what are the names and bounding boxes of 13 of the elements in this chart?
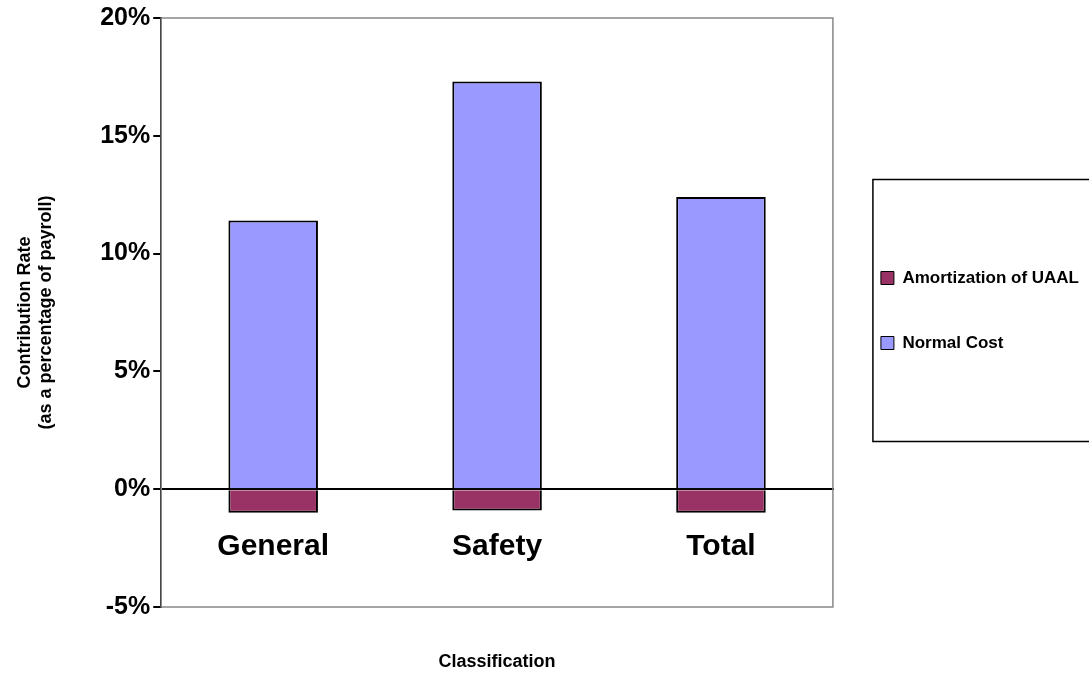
y-tick-label: 20%: [100, 1, 151, 30]
y-tick-label: 5%: [114, 355, 151, 384]
y-axis-title: Contribution Rate (as a percentage of payroll): [13, 195, 56, 430]
x-axis-title: Classification: [438, 650, 556, 671]
x-tick-label: Total: [686, 528, 756, 562]
y-tick-label: 15%: [100, 119, 151, 148]
y-tick-label: -5%: [105, 590, 151, 619]
x-tick-label: General: [217, 528, 330, 562]
x-tick-label: Safety: [452, 528, 543, 562]
legend-label: Normal Cost: [902, 332, 1004, 352]
legend-label: Amortization of UAAL: [902, 267, 1079, 287]
y-tick-label: 0%: [114, 473, 151, 502]
y-tick-label: 10%: [100, 237, 151, 266]
